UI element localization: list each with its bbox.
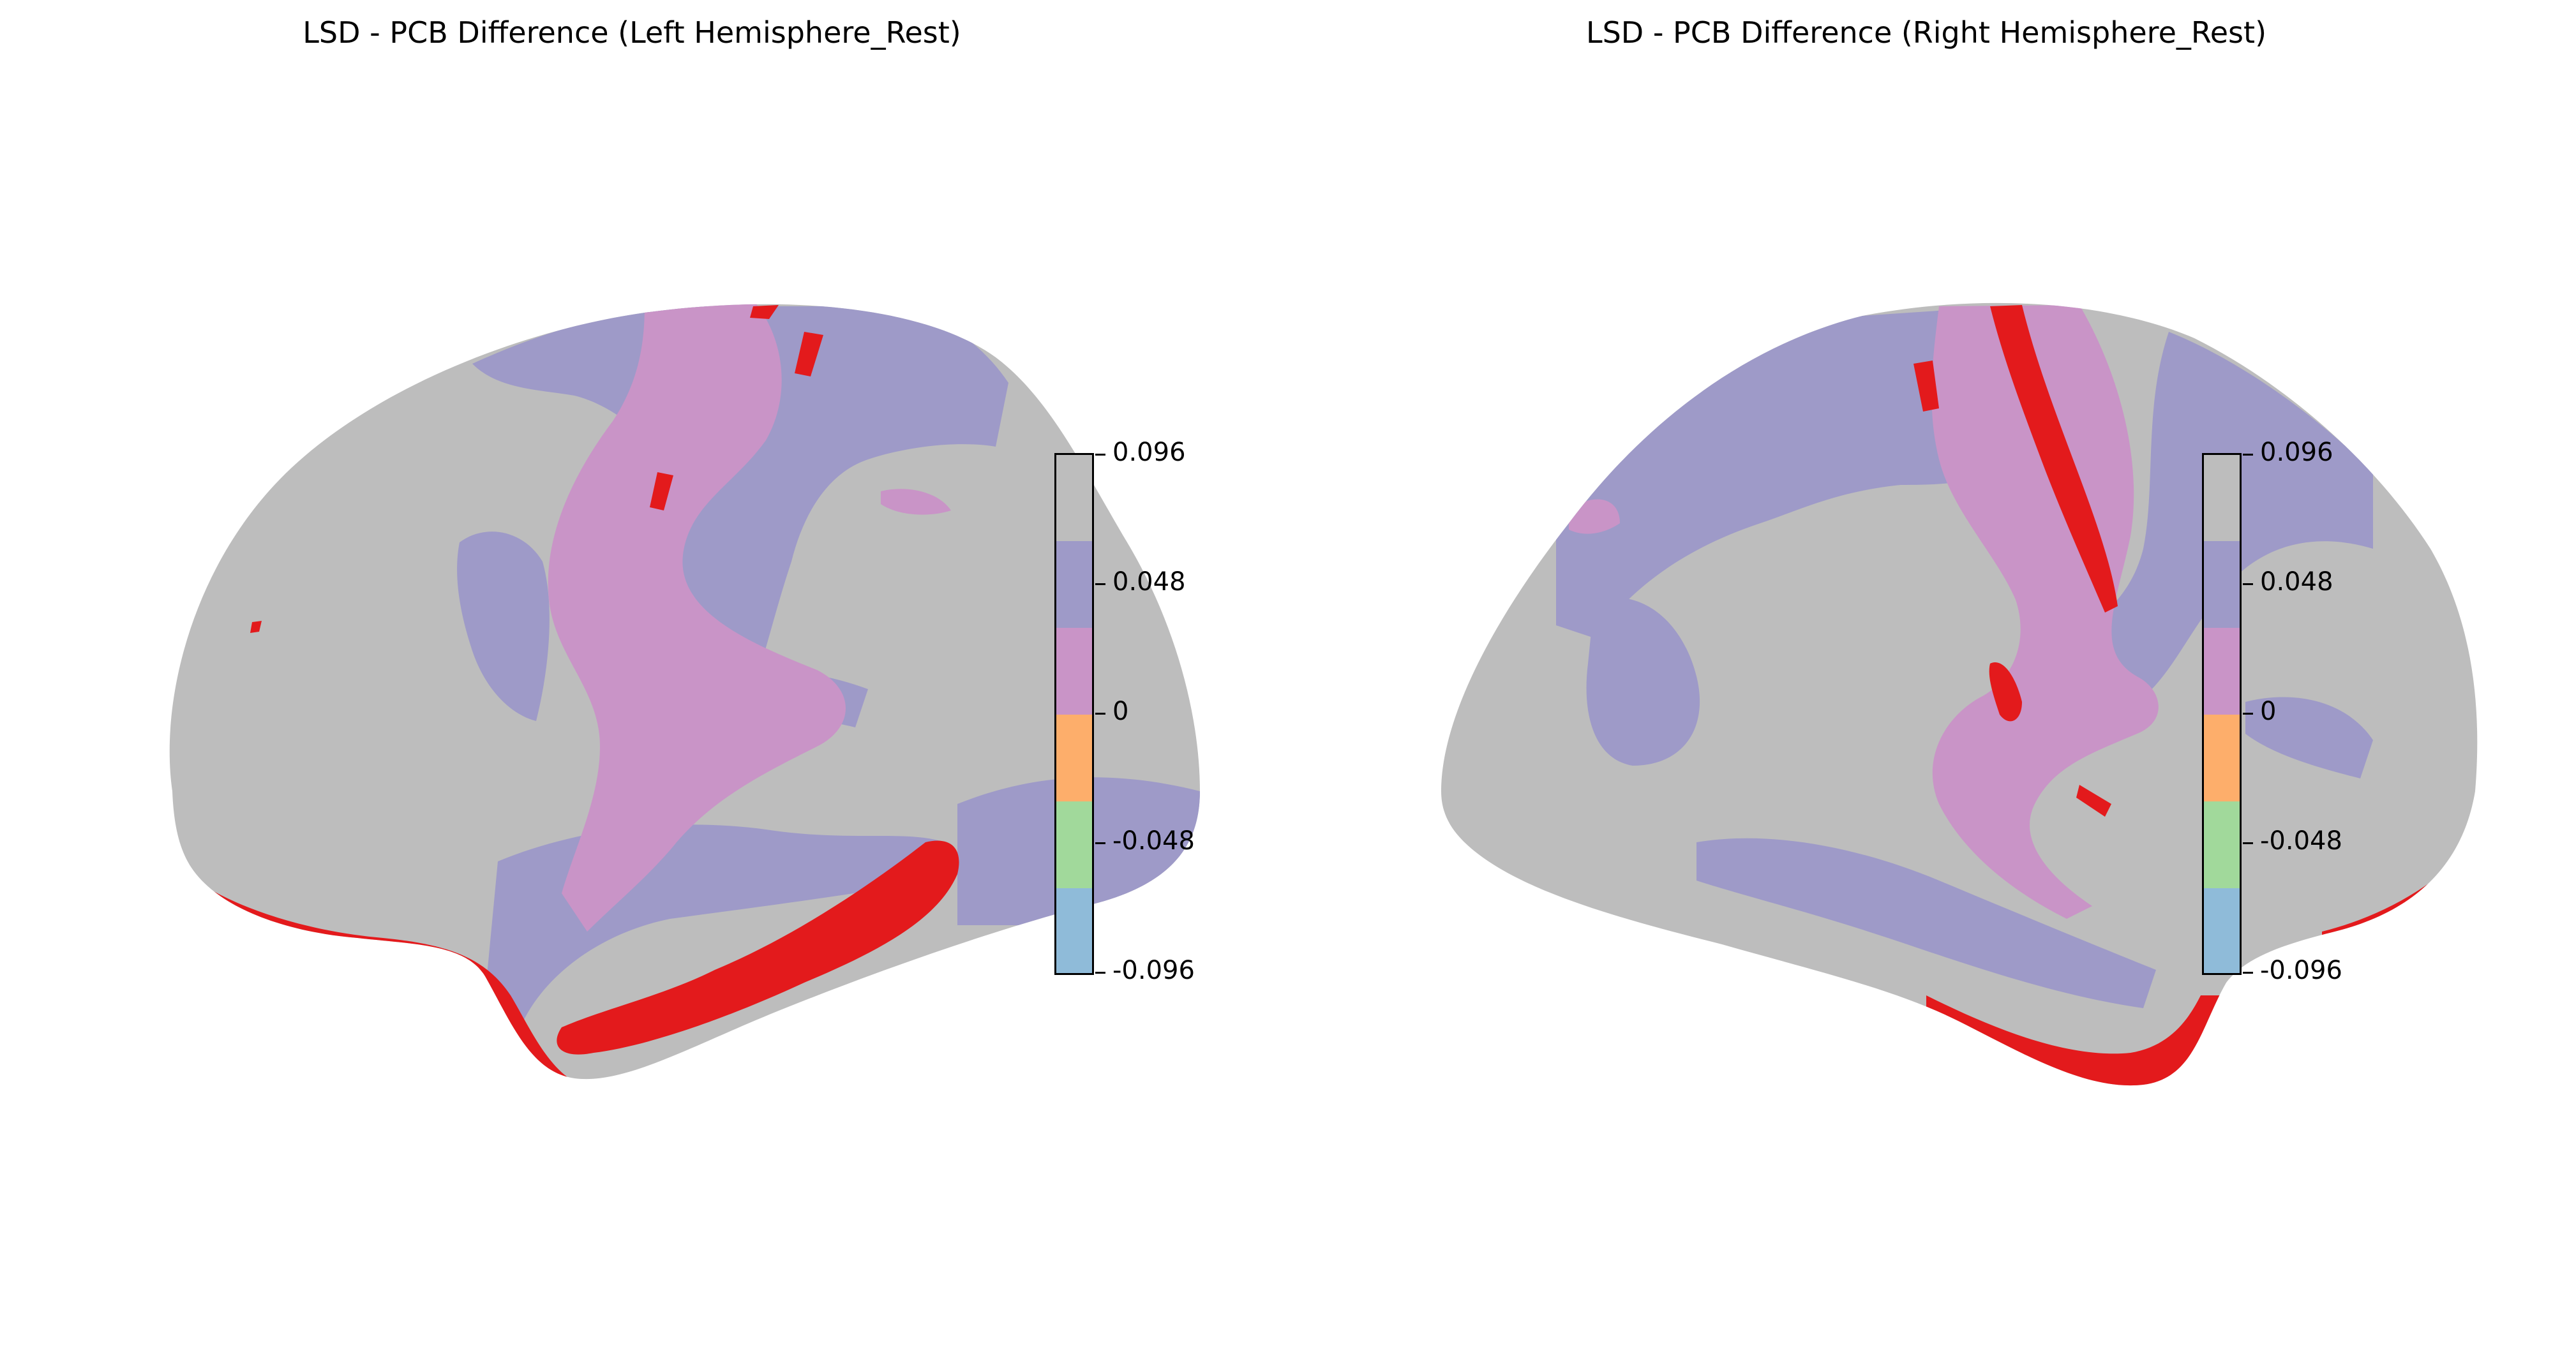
colorbar-tick-label: -0.048 xyxy=(2260,826,2342,856)
right-hemisphere-surface xyxy=(1441,302,2478,1086)
left-region-pink-central xyxy=(548,304,846,932)
colorbar-tick-label: 0.096 xyxy=(1112,438,1186,467)
right-region-lavender-1 xyxy=(1556,306,2033,638)
right-region-lavender-3 xyxy=(1586,597,1700,766)
right-region-lavender-4 xyxy=(1696,838,2156,1008)
left-region-red-spot-4 xyxy=(250,621,262,633)
left-region-red-temporal xyxy=(557,840,959,1055)
colorbar-bin xyxy=(2204,715,2240,801)
colorbar-left: 0.096 0.048 0 -0.048 -0.096 xyxy=(1054,438,1195,985)
right-base-region xyxy=(1441,302,2478,1086)
right-region-pink-central xyxy=(1931,305,2159,919)
right-region-red-stripe xyxy=(1990,305,2118,613)
left-region-lavender-1 xyxy=(472,306,1008,817)
colorbar-bin xyxy=(2204,628,2240,715)
left-region-red-spot-3 xyxy=(750,305,779,319)
colorbar-bin xyxy=(1056,715,1092,801)
colorbar-bin xyxy=(2204,455,2240,541)
right-region-red-spot-2 xyxy=(1989,662,2022,722)
right-region-red-spot-3 xyxy=(2076,785,2111,817)
colorbar-tick-label: 0.048 xyxy=(1112,567,1186,597)
colorbar-bin xyxy=(2204,541,2240,628)
left-hemisphere-surface xyxy=(169,304,1200,1080)
chart-title-left: LSD - PCB Difference (Left Hemisphere_Re… xyxy=(303,15,961,50)
right-region-lavender-5 xyxy=(2245,697,2373,778)
right-region-red-spot-1 xyxy=(1913,361,1939,412)
colorbar-bin xyxy=(1056,628,1092,715)
colorbar-tick-label: 0.048 xyxy=(2260,567,2333,597)
colorbar-tick-label: 0.096 xyxy=(2260,438,2333,467)
left-region-red-spot-1 xyxy=(795,332,823,376)
left-region-red-spot-2 xyxy=(650,472,673,510)
colorbar-bin xyxy=(2204,888,2240,973)
colorbar-tick-label: 0 xyxy=(1112,697,1129,726)
colorbar-bin xyxy=(2204,801,2240,888)
colorbar-bin xyxy=(1056,888,1092,973)
colorbar-tick-label: -0.096 xyxy=(1112,956,1195,985)
left-region-lavender-2 xyxy=(457,532,550,721)
colorbar-tick-label: -0.096 xyxy=(2260,956,2342,985)
chart-title-right: LSD - PCB Difference (Right Hemisphere_R… xyxy=(1585,15,2267,50)
colorbar-right: 0.096 0.048 0 -0.048 -0.096 xyxy=(2202,438,2342,985)
colorbar-bin xyxy=(1056,541,1092,628)
colorbar-tick-label: -0.048 xyxy=(1112,826,1195,856)
left-hemisphere-panel: LSD - PCB Difference (Left Hemisphere_Re… xyxy=(169,15,1200,1080)
colorbar-bin xyxy=(1056,455,1092,541)
right-hemisphere-panel: LSD - PCB Difference (Right Hemisphere_R… xyxy=(1288,0,2576,1361)
right-region-red-inferior xyxy=(1926,995,2233,1086)
left-region-pink-2 xyxy=(881,489,951,515)
colorbar-bin xyxy=(1056,801,1092,888)
colorbar-tick-label: 0 xyxy=(2260,697,2277,726)
right-region-pink-2 xyxy=(1569,499,1620,534)
